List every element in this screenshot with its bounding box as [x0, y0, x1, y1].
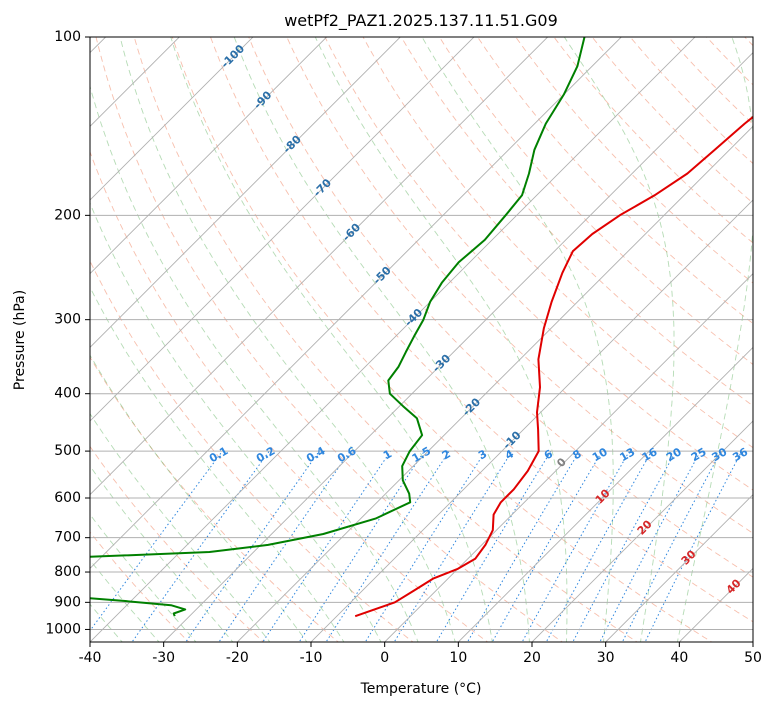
y-tick-label: 100 [54, 29, 81, 45]
moist-adiabat-line [90, 465, 234, 642]
y-tick-label: 800 [54, 564, 81, 580]
isotherm-line [90, 37, 696, 642]
isotherms [90, 37, 753, 642]
mixing-ratio-line [325, 450, 450, 642]
mixing-ratio-line [185, 450, 320, 642]
x-axis: -40 -30 -20 -10 0 10 20 30 40 50 [79, 642, 762, 666]
y-tick-label: 700 [54, 530, 81, 546]
moist-adiabat-line [90, 201, 382, 642]
y-tick-label: 900 [54, 594, 81, 610]
isotherm-line [457, 346, 753, 642]
mixing-ratio-line [262, 450, 392, 642]
x-tick-label: -20 [226, 650, 249, 666]
mixing-ratio-line [298, 450, 425, 642]
mixing-ratio-line [131, 450, 270, 642]
x-tick-label: 20 [523, 650, 541, 666]
y-tick-label: 1000 [45, 621, 81, 637]
isotherm-line [90, 37, 328, 275]
mixing-ratio-line [218, 450, 351, 642]
isotherm-line [531, 420, 753, 642]
isotherm-line [90, 37, 254, 201]
y-tick-label: 400 [54, 386, 81, 402]
dewpoint-profile-line [90, 37, 586, 617]
x-tick-label: -10 [300, 650, 323, 666]
x-tick-label: 0 [380, 650, 389, 666]
plot-frame [89, 36, 754, 643]
mixing-ratio-line [621, 450, 722, 642]
y-axis-title: Pressure (hPa) [12, 290, 28, 390]
isotherm-line [605, 494, 753, 642]
moist-adiabat-line [90, 354, 308, 642]
mixing-ratio-line [466, 450, 580, 642]
mixing-ratio-line [364, 450, 486, 642]
mixing-ratio-line [599, 450, 701, 642]
x-tick-label: -30 [152, 650, 175, 666]
y-tick-label: 200 [54, 207, 81, 223]
x-axis-title: Temperature (°C) [360, 681, 482, 697]
temperature-profile-line [354, 115, 753, 618]
y-tick-label: 600 [54, 490, 81, 506]
isotherm-line [90, 37, 622, 569]
chart-title: wetPf2_PAZ1.2025.137.11.51.G09 [284, 11, 558, 31]
x-tick-label: 10 [449, 650, 467, 666]
profile-series [90, 37, 753, 618]
x-tick-label: -40 [79, 650, 102, 666]
isotherm-line [236, 125, 753, 642]
isotherm-line [90, 37, 549, 496]
y-tick-label: 300 [54, 312, 81, 328]
isotherm-line [90, 37, 475, 422]
x-tick-label: 40 [670, 650, 688, 666]
mixing-ratio-lines [90, 450, 743, 642]
y-axis: 100 200 300 400 500 600 700 800 900 1000 [45, 29, 90, 637]
x-tick-label: 30 [597, 650, 615, 666]
isotherm-line [90, 37, 180, 127]
dry-adiabat-line [90, 259, 414, 642]
isotherm-line [310, 199, 753, 642]
isotherm-line [384, 273, 753, 642]
mixing-ratio-line [90, 450, 223, 632]
mixing-ratio-line [572, 450, 677, 642]
isotherm-line [90, 37, 401, 348]
y-tick-label: 500 [54, 443, 81, 459]
x-tick-label: 50 [744, 650, 762, 666]
isobar-grid [90, 214, 753, 630]
mixing-ratio-line [393, 450, 513, 642]
dry-adiabat-line [90, 150, 489, 642]
